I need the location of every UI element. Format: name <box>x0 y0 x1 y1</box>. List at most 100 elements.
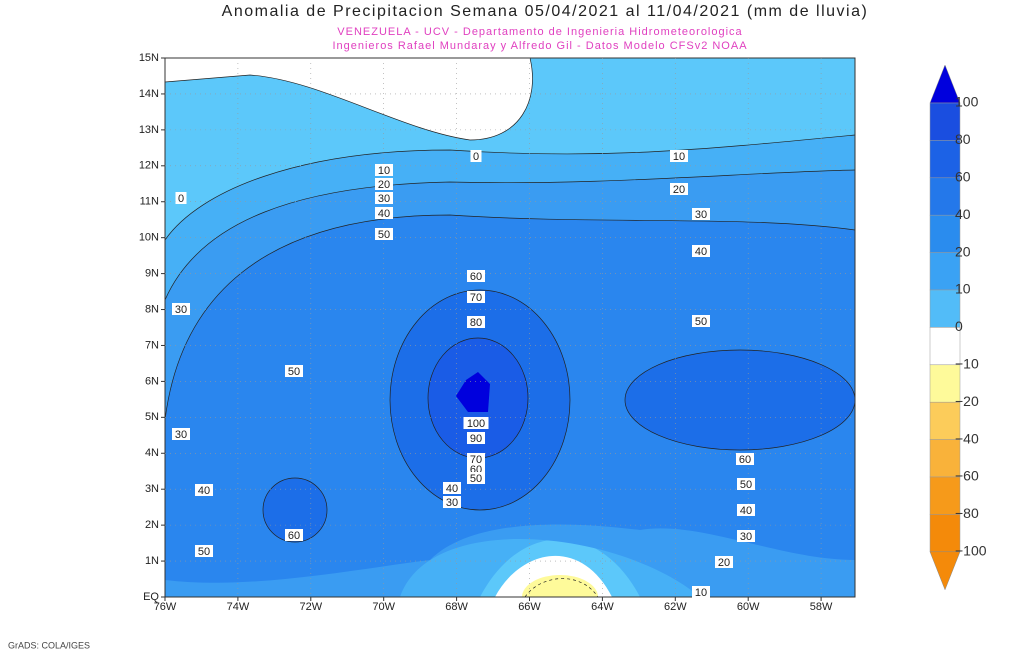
lat-label: 8N <box>145 303 159 315</box>
contour-label: 20 <box>718 557 730 569</box>
credit: GrADS: COLA/IGES <box>8 640 90 650</box>
contour-label: 20 <box>378 179 390 191</box>
contour-label: 30 <box>446 497 458 509</box>
contour-label-box <box>172 428 190 440</box>
contour-label: 50 <box>740 479 752 491</box>
colorbar-label: 80 <box>955 131 971 147</box>
contour-label-box <box>737 478 755 490</box>
colorbar-label: −80 <box>955 505 979 521</box>
colorbar-swatch <box>929 289 961 328</box>
contour-label-box <box>692 208 710 220</box>
colorbar-swatch <box>929 476 961 515</box>
colorbar-swatch <box>929 364 961 403</box>
contour-label-box <box>470 150 482 162</box>
contour-label: 90 <box>470 433 482 445</box>
lon-label: 72W <box>299 601 322 613</box>
contour-label: 70 <box>470 454 482 466</box>
contour-label: 30 <box>378 193 390 205</box>
contour-label: 40 <box>740 505 752 517</box>
contour-label-box <box>443 482 461 494</box>
contour-label-box <box>175 192 187 204</box>
contour-label: 60 <box>470 271 482 283</box>
contour-label-box <box>195 484 213 496</box>
contour-label: 100 <box>467 418 485 430</box>
colorbar-label: 100 <box>955 94 979 110</box>
contour-label: 30 <box>175 304 187 316</box>
contour-label-box <box>737 530 755 542</box>
colorbar-swatch <box>929 102 961 141</box>
contour-label-box <box>375 228 393 240</box>
contour-label: 10 <box>378 165 390 177</box>
contour-label-box <box>736 453 754 465</box>
contour-label-box <box>172 303 190 315</box>
contour-label: 10 <box>695 587 707 599</box>
contour-label-box <box>670 183 688 195</box>
contour-label-box <box>195 545 213 557</box>
precipitation-field <box>165 58 855 597</box>
contour-label-box <box>692 586 710 598</box>
lat-label: 13N <box>139 124 159 136</box>
contour-label: 0 <box>473 151 479 163</box>
lat-label: 9N <box>145 268 159 280</box>
contour-label-box <box>467 453 485 465</box>
contour-label: 0 <box>178 193 184 205</box>
colorbar-arrow <box>929 551 961 591</box>
lat-label: 14N <box>139 88 159 100</box>
colorbar-swatch <box>929 214 961 253</box>
colorbar-swatch <box>929 514 961 553</box>
contour-label-box <box>375 192 393 204</box>
contour-label: 50 <box>470 473 482 485</box>
lat-label: 4N <box>145 447 159 459</box>
colorbar-swatch <box>929 439 961 478</box>
contour-label-box <box>375 164 393 176</box>
lon-label: 66W <box>518 601 541 613</box>
colorbar-label: −60 <box>955 468 979 484</box>
contour-label-box <box>467 291 485 303</box>
colorbar-label: 10 <box>955 281 971 297</box>
colorbar-swatch <box>929 177 961 216</box>
lat-label: 5N <box>145 411 159 423</box>
contour-label: 40 <box>446 483 458 495</box>
lon-label: 74W <box>227 601 250 613</box>
plot-frame <box>164 57 856 598</box>
lat-label: 7N <box>145 339 159 351</box>
contour-label-box <box>670 150 688 162</box>
colorbar-swatch <box>929 327 961 366</box>
contour-label-box <box>375 207 393 219</box>
contour-label-box <box>692 315 710 327</box>
contour-label-box <box>737 504 755 516</box>
lon-label: 60W <box>737 601 760 613</box>
contour-label-box <box>715 556 733 568</box>
contour-label: 30 <box>175 429 187 441</box>
contour-label-box <box>467 270 485 282</box>
lat-label: 12N <box>139 160 159 172</box>
contour-label: 50 <box>695 316 707 328</box>
contour-label-box <box>463 417 489 429</box>
lat-label: 2N <box>145 519 159 531</box>
lat-label: 3N <box>145 483 159 495</box>
lat-label: 10N <box>139 232 159 244</box>
colorbar-label: −20 <box>955 393 979 409</box>
colorbar-label: 20 <box>955 243 971 259</box>
contour-label: 60 <box>739 454 751 466</box>
lat-label: 15N <box>139 52 159 64</box>
contour-label-box <box>467 316 485 328</box>
subtitle: VENEZUELA - UCV - Departamento de Ingeni… <box>337 26 742 38</box>
contour-label: 20 <box>673 184 685 196</box>
colorbar-label: −10 <box>955 356 979 372</box>
title: Anomalia de Precipitacion Semana 05/04/2… <box>222 3 869 20</box>
contour-label-box <box>285 529 303 541</box>
contour-label-box <box>443 496 461 508</box>
contour-label: 30 <box>695 209 707 221</box>
lat-label: 11N <box>140 196 159 208</box>
contour-label-box <box>375 178 393 190</box>
colorbar-swatch <box>929 252 961 291</box>
contour-label: 10 <box>673 151 685 163</box>
contour-label: 70 <box>470 292 482 304</box>
contour-label-box <box>692 245 710 257</box>
contour-label: 40 <box>695 246 707 258</box>
contour-label: 30 <box>740 531 752 543</box>
contour-label: 80 <box>470 317 482 329</box>
colorbar-label: 40 <box>955 206 971 222</box>
